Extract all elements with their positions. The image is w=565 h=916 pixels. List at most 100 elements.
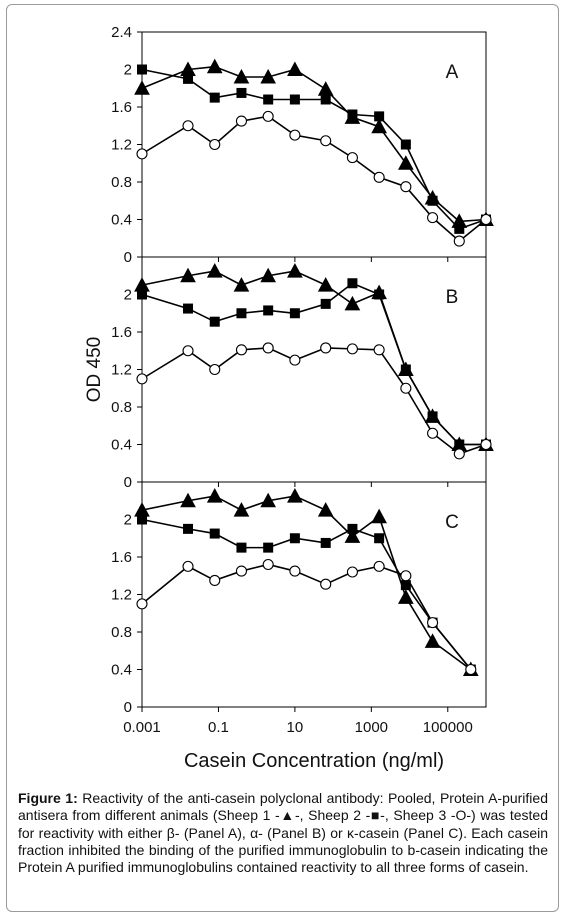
data-point-square bbox=[209, 316, 220, 327]
data-point-triangle bbox=[233, 68, 250, 84]
y-tick-label: 1.2 bbox=[111, 362, 132, 379]
data-point-square bbox=[400, 139, 411, 150]
data-point-circle bbox=[480, 213, 492, 226]
y-tick-label: 1.6 bbox=[111, 324, 132, 341]
data-point-triangle bbox=[180, 492, 196, 508]
y-tick-label: 1.2 bbox=[111, 587, 132, 604]
panel-label-C: C bbox=[445, 512, 459, 533]
data-point-triangle bbox=[344, 295, 361, 311]
data-point-square bbox=[236, 308, 247, 319]
data-point-circle bbox=[182, 345, 194, 357]
plot-area-panel-A bbox=[141, 31, 487, 258]
data-point-circle bbox=[346, 152, 358, 164]
data-point-square bbox=[289, 533, 300, 544]
data-point-circle bbox=[235, 565, 248, 577]
data-point-square bbox=[137, 64, 147, 75]
data-point-square bbox=[263, 94, 274, 105]
data-point-circle bbox=[400, 181, 412, 193]
y-tick-label: 2 bbox=[124, 512, 132, 529]
plot-area-panel-C bbox=[141, 481, 487, 708]
data-point-square bbox=[320, 94, 331, 105]
data-point-circle bbox=[209, 138, 221, 151]
data-point-circle bbox=[373, 560, 385, 572]
data-point-triangle bbox=[233, 277, 250, 292]
data-point-circle bbox=[400, 570, 412, 582]
data-point-circle bbox=[465, 663, 477, 676]
y-tick-label: 0.8 bbox=[111, 174, 132, 191]
data-point-circle bbox=[182, 560, 194, 572]
x-tick-label: 100000 bbox=[423, 719, 473, 736]
data-point-triangle bbox=[287, 61, 303, 76]
data-point-triangle bbox=[398, 155, 414, 170]
data-point-circle bbox=[289, 354, 301, 366]
data-point-circle bbox=[209, 363, 221, 376]
data-point-circle bbox=[136, 373, 148, 385]
caption-label: Figure 1: bbox=[18, 790, 78, 806]
x-tick-label: 0.001 bbox=[123, 719, 161, 736]
x-tick-label: 10 bbox=[287, 719, 304, 736]
data-point-circle bbox=[320, 578, 332, 590]
data-point-triangle bbox=[260, 267, 277, 283]
data-point-triangle bbox=[371, 508, 387, 524]
data-point-square bbox=[183, 73, 194, 84]
series-line-square bbox=[141, 518, 472, 671]
data-point-circle bbox=[262, 558, 274, 571]
data-point-triangle bbox=[134, 80, 150, 95]
series-line-circle bbox=[141, 563, 472, 671]
data-point-triangle bbox=[287, 488, 303, 503]
data-point-circle bbox=[182, 120, 194, 132]
data-point-circle bbox=[346, 566, 358, 578]
data-point-circle bbox=[373, 344, 385, 356]
figure-frame bbox=[6, 4, 559, 912]
y-tick-label: 2 bbox=[124, 62, 132, 79]
y-tick-label: 2 bbox=[124, 287, 132, 304]
plot-area-panel-B bbox=[141, 256, 487, 483]
data-point-square bbox=[320, 298, 331, 309]
data-point-square bbox=[236, 542, 247, 553]
data-point-circle bbox=[427, 212, 439, 224]
y-tick-label: 0 bbox=[124, 249, 132, 266]
data-point-triangle bbox=[317, 502, 334, 517]
data-point-square bbox=[374, 289, 385, 300]
y-tick-label: 0 bbox=[124, 699, 132, 716]
caption-text: Reactivity of the anti-casein polyclonal… bbox=[18, 790, 548, 876]
y-tick-label: 0.4 bbox=[111, 212, 132, 229]
data-point-circle bbox=[289, 565, 301, 577]
data-point-square bbox=[209, 528, 220, 539]
data-point-circle bbox=[262, 110, 274, 122]
data-point-square bbox=[427, 411, 438, 422]
x-axis-title: Casein Concentration (ng/ml) bbox=[184, 750, 444, 772]
data-point-square bbox=[347, 523, 358, 534]
data-point-square bbox=[320, 537, 331, 548]
y-tick-label: 0.4 bbox=[111, 437, 132, 454]
data-point-triangle bbox=[317, 81, 334, 96]
y-tick-label: 0 bbox=[124, 474, 132, 491]
figure-caption: Figure 1: Reactivity of the anti-casein … bbox=[18, 790, 548, 876]
data-point-triangle bbox=[344, 528, 361, 543]
data-point-square bbox=[374, 111, 385, 122]
data-point-triangle bbox=[260, 492, 277, 508]
panel-label-B: B bbox=[446, 287, 459, 308]
data-point-circle bbox=[320, 135, 332, 147]
data-point-circle bbox=[289, 129, 301, 141]
data-point-circle bbox=[373, 171, 385, 183]
y-tick-label: 1.2 bbox=[111, 137, 132, 154]
data-point-square bbox=[374, 533, 385, 544]
data-point-circle bbox=[427, 617, 439, 629]
data-point-square bbox=[427, 195, 438, 206]
data-point-triangle bbox=[206, 58, 223, 74]
y-tick-label: 1.6 bbox=[111, 99, 132, 116]
data-point-square bbox=[400, 580, 411, 591]
data-point-circle bbox=[320, 342, 332, 354]
data-point-circle bbox=[262, 342, 274, 354]
data-point-square bbox=[183, 523, 194, 534]
y-tick-label: 0.4 bbox=[111, 662, 132, 679]
data-point-triangle bbox=[206, 488, 223, 503]
data-point-square bbox=[289, 308, 300, 319]
data-point-circle bbox=[427, 427, 439, 439]
y-tick-label: 0.8 bbox=[111, 399, 132, 416]
y-axis-title: OD 450 bbox=[84, 337, 105, 402]
y-tick-label: 0.8 bbox=[111, 624, 132, 641]
data-point-circle bbox=[453, 448, 465, 460]
